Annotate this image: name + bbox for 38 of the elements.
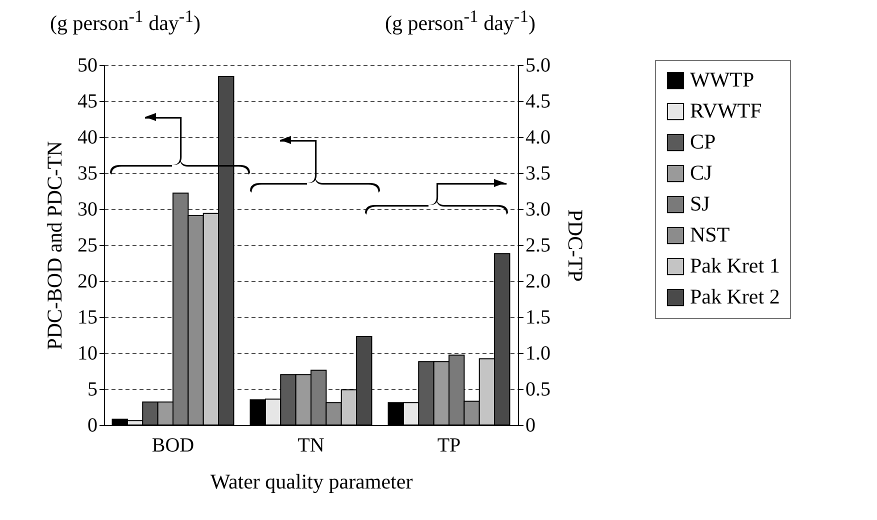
legend-label: RVWTF xyxy=(690,98,762,122)
y-tick-label: 20 xyxy=(78,270,98,292)
legend-label: WWTP xyxy=(690,68,754,92)
y-tick-label: 50 xyxy=(78,54,98,76)
y-axis-title: PDC-BOD and PDC-TN xyxy=(42,141,66,350)
y-tick-label: 15 xyxy=(78,306,98,328)
y-tick-label: 30 xyxy=(78,198,98,220)
y2-tick-label: 0 xyxy=(526,414,536,436)
x-axis-title: Water quality parameter xyxy=(210,470,413,494)
y-tick-label: 10 xyxy=(78,342,98,364)
legend-label: Pak Kret 1 xyxy=(690,254,780,278)
y2-tick-label: 2.0 xyxy=(526,270,550,292)
y-tick-label: 25 xyxy=(78,234,98,256)
text: (g person$^{-1}$ day$^{-1}$) xyxy=(385,6,536,36)
y2-axis-title: PDC-TP xyxy=(564,209,588,282)
x-tick-label: BOD xyxy=(152,434,194,456)
y2-tick-label: 4.5 xyxy=(526,90,550,112)
x-tick-label: TN xyxy=(298,434,324,456)
y2-tick-label: 1.0 xyxy=(526,342,550,364)
text: (g person$^{-1}$ day$^{-1}$) xyxy=(50,6,200,36)
legend-label: NST xyxy=(690,222,730,246)
y-tick-label: 0 xyxy=(88,414,98,436)
y-tick-label: 40 xyxy=(78,126,98,148)
y2-tick-label: 5.0 xyxy=(526,54,550,76)
y2-tick-label: 3.5 xyxy=(526,162,550,184)
legend-label: SJ xyxy=(690,192,710,216)
y2-tick-label: 4.0 xyxy=(526,126,550,148)
y2-tick-label: 0.5 xyxy=(526,378,550,400)
x-tick-label: TP xyxy=(437,434,461,456)
y2-tick-label: 2.5 xyxy=(526,234,550,256)
legend-label: CJ xyxy=(690,160,712,184)
legend-label: Pak Kret 2 xyxy=(690,284,780,308)
y-tick-label: 45 xyxy=(78,90,98,112)
y2-tick-label: 1.5 xyxy=(526,306,550,328)
y-tick-label: 35 xyxy=(78,162,98,184)
y-tick-label: 5 xyxy=(88,378,98,400)
y2-tick-label: 3.0 xyxy=(526,198,550,220)
legend-label: CP xyxy=(690,130,716,154)
